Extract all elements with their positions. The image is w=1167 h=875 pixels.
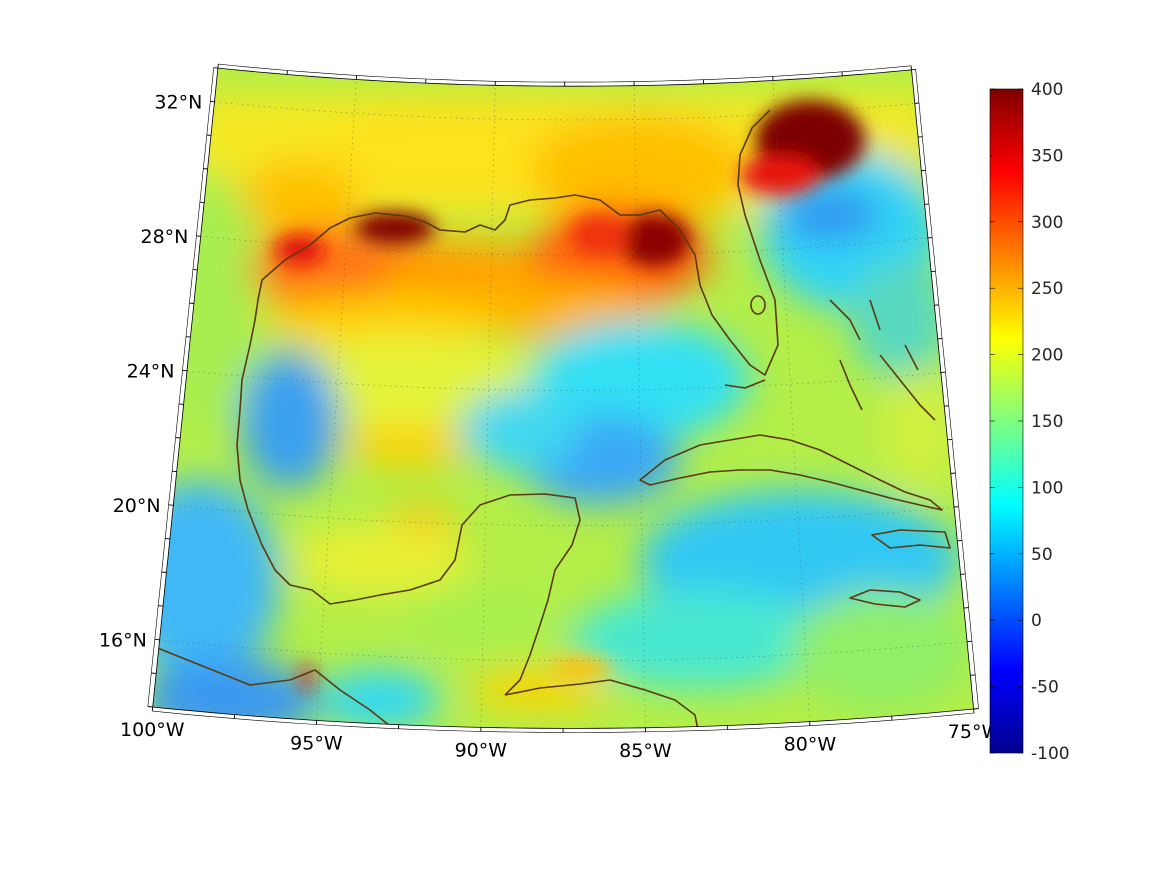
frame-tick-right	[950, 472, 956, 474]
frame-tick-left	[182, 369, 188, 372]
latitude-label: 16°N	[99, 629, 147, 651]
frame-outer-line	[915, 69, 979, 709]
frame-outer-line	[152, 710, 975, 733]
colorbar-tick-label: 400	[1031, 80, 1063, 100]
frame-tick-right	[957, 539, 963, 542]
longitude-label: 95°W	[290, 733, 343, 755]
colorbar-tick-label: 100	[1031, 478, 1063, 498]
data-field	[152, 68, 974, 729]
frame-tick-right	[967, 640, 972, 643]
frame-tick-left	[161, 571, 167, 573]
colorbar: 400 350 300 250 200 150 100 50 0 -50 -100	[989, 80, 1070, 764]
latitude-labels: 32°N 28°N 24°N 20°N 16°N	[99, 91, 202, 651]
frame-tick-left	[147, 706, 153, 708]
latitude-label: 24°N	[127, 360, 175, 382]
frame-tick-left	[154, 638, 160, 641]
colorbar-tick-label: 0	[1031, 611, 1042, 631]
colorbar-ticks: 400 350 300 250 200 150 100 50 0 -50 -100	[990, 80, 1070, 764]
frame-ticks	[147, 63, 979, 733]
longitude-label: 80°W	[784, 734, 837, 756]
cuba-coastline	[639, 434, 943, 511]
latitude-label: 28°N	[141, 226, 189, 248]
longitude-label: 75°W	[948, 721, 1001, 743]
frame-tick-left	[168, 504, 174, 506]
frame-tick-left	[210, 100, 215, 103]
colorbar-tick-label: 250	[1031, 279, 1063, 299]
colorbar-tick-label: -50	[1031, 678, 1059, 698]
longitude-label: 85°W	[619, 740, 672, 762]
colorbar-tick-label: -100	[1031, 744, 1070, 764]
coastline	[152, 109, 951, 729]
longitude-labels: 100°W 95°W 90°W 85°W 80°W 75°W	[120, 719, 1000, 762]
parallel-line	[173, 505, 955, 526]
frame-tick-left	[178, 403, 184, 405]
parallel-line	[200, 236, 928, 256]
frame-outer-line	[218, 63, 912, 83]
colorbar-tick-label: 200	[1031, 346, 1063, 366]
latitude-label: 20°N	[113, 495, 161, 517]
parallel-line	[214, 101, 915, 121]
frame-tick-left	[192, 268, 198, 271]
florida-keys	[724, 379, 766, 389]
frame-tick-left	[196, 235, 201, 237]
central-america-coast	[504, 679, 701, 729]
latitude-label: 32°N	[154, 91, 202, 113]
field-hotspots	[275, 100, 865, 692]
colorbar-tick-label: 350	[1031, 146, 1063, 166]
frame-tick-left	[151, 672, 157, 674]
yucatan-coastline	[329, 493, 581, 696]
frame-outer-line	[147, 67, 214, 707]
jamaica-coastline	[849, 589, 921, 608]
frame-tick-right	[924, 203, 929, 205]
frame-tick-left	[175, 437, 181, 439]
colorbar-gradient	[989, 88, 1024, 754]
frame-tick-right	[934, 304, 939, 306]
frame-tick-right	[973, 708, 979, 710]
lake-okeechobee	[750, 295, 766, 315]
pacific-coast	[152, 644, 411, 729]
hispaniola-coastline	[871, 529, 951, 549]
gulf-coastline	[236, 109, 779, 605]
colorbar-tick-label: 150	[1031, 412, 1063, 432]
frame-tick-left	[165, 537, 170, 540]
graticule	[152, 68, 974, 728]
colorbar-tick-label: 50	[1031, 545, 1053, 565]
bahamas-islands	[829, 299, 936, 421]
frame-tick-right	[960, 573, 966, 575]
colorbar-tick-label: 300	[1031, 213, 1063, 233]
frame-tick-right	[963, 607, 969, 609]
longitude-label: 100°W	[120, 719, 185, 741]
longitude-label: 90°W	[455, 739, 508, 761]
frame-tick-right	[940, 371, 946, 374]
